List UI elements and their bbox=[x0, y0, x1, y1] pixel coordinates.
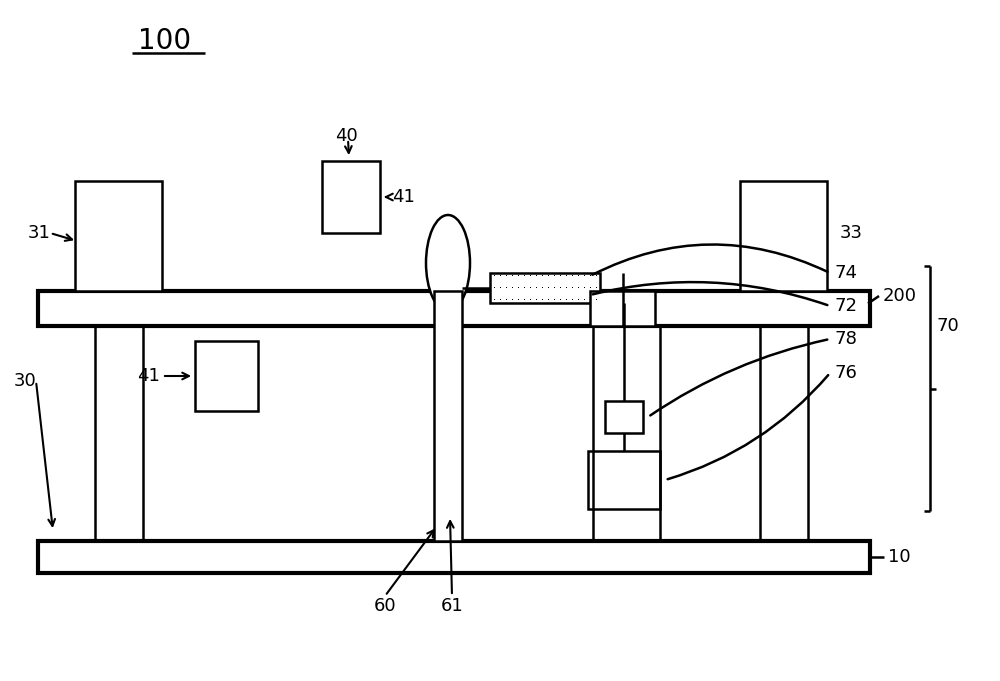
Bar bbox=[434, 291, 462, 541]
Text: 78: 78 bbox=[835, 330, 858, 348]
Text: 72: 72 bbox=[835, 297, 858, 315]
Text: 74: 74 bbox=[835, 264, 858, 282]
Bar bbox=[605, 401, 643, 433]
Text: 40: 40 bbox=[335, 127, 358, 145]
Text: 60: 60 bbox=[374, 597, 396, 615]
Bar bbox=[588, 451, 660, 509]
Text: 31: 31 bbox=[28, 224, 51, 242]
FancyArrowPatch shape bbox=[650, 340, 827, 415]
Bar bbox=[38, 541, 870, 573]
Bar bbox=[195, 341, 258, 411]
FancyArrowPatch shape bbox=[592, 244, 827, 274]
FancyArrowPatch shape bbox=[593, 282, 827, 305]
Bar bbox=[590, 291, 655, 326]
Text: 10: 10 bbox=[888, 548, 911, 566]
Bar bbox=[38, 291, 870, 326]
FancyArrowPatch shape bbox=[668, 375, 828, 479]
Text: 76: 76 bbox=[835, 364, 858, 382]
Text: 200: 200 bbox=[883, 287, 917, 305]
Text: 61: 61 bbox=[441, 597, 463, 615]
Bar bbox=[75, 181, 162, 291]
Bar bbox=[322, 161, 380, 233]
Ellipse shape bbox=[426, 215, 470, 311]
Text: 41: 41 bbox=[392, 188, 415, 206]
Text: 30: 30 bbox=[14, 372, 37, 390]
Text: 100: 100 bbox=[138, 27, 192, 55]
Text: 33: 33 bbox=[840, 224, 863, 242]
Text: 70: 70 bbox=[937, 317, 960, 335]
Bar bbox=[740, 181, 827, 291]
Bar bbox=[490, 273, 600, 303]
Text: 41: 41 bbox=[137, 367, 160, 385]
